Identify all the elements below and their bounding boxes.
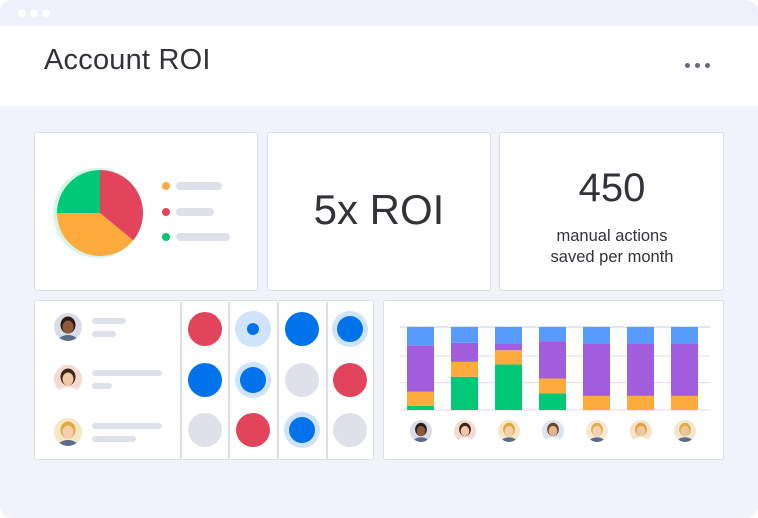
more-options-icon[interactable]	[685, 59, 710, 72]
bar-category-avatar	[629, 420, 652, 442]
bar-segment[interactable]	[671, 395, 698, 410]
legend-item	[162, 233, 230, 241]
actions-saved-value: 450	[578, 166, 646, 210]
bar-segment[interactable]	[583, 343, 610, 396]
bar-segment[interactable]	[627, 343, 654, 396]
bar-segment[interactable]	[407, 345, 434, 392]
status-dot-inner	[289, 417, 315, 443]
status-circle[interactable]	[188, 363, 222, 397]
page-title: Account ROI	[44, 44, 211, 76]
bar-category-avatar	[497, 420, 520, 442]
bar-segment[interactable]	[495, 327, 522, 344]
column-divider	[277, 302, 279, 459]
bar-segment[interactable]	[539, 327, 566, 342]
legend-placeholder-bar	[176, 182, 222, 190]
status-circle[interactable]	[235, 311, 271, 347]
bar-segment[interactable]	[583, 327, 610, 344]
name-placeholder-bar	[92, 318, 126, 324]
avatar[interactable]	[54, 418, 82, 446]
bar-category-avatar	[453, 420, 476, 442]
role-placeholder-bar	[92, 331, 116, 337]
bar-category-avatar	[585, 420, 608, 442]
bar-segment[interactable]	[495, 343, 522, 351]
legend-placeholder-bar	[176, 233, 230, 241]
status-dot-inner	[240, 367, 266, 393]
status-dot-inner	[337, 316, 363, 342]
bar-segment[interactable]	[583, 395, 610, 410]
bar-segment[interactable]	[539, 393, 566, 410]
bar-category-avatar	[673, 420, 696, 442]
bar-segment[interactable]	[451, 361, 478, 377]
status-circle[interactable]	[333, 363, 367, 397]
actions-saved-widget[interactable]	[499, 132, 724, 291]
status-circle[interactable]	[332, 311, 368, 347]
status-circle[interactable]	[285, 363, 319, 397]
bar-segment[interactable]	[627, 327, 654, 344]
bar-segment[interactable]	[451, 342, 478, 362]
window-titlebar	[0, 0, 758, 26]
status-circle[interactable]	[188, 413, 222, 447]
status-dot-inner	[247, 323, 259, 335]
status-circle[interactable]	[188, 312, 222, 346]
status-circle[interactable]	[285, 312, 319, 346]
legend-placeholder-bar	[176, 208, 214, 216]
dashboard-header: Account ROI	[0, 26, 758, 106]
roi-value: 5x ROI	[313, 186, 445, 233]
status-circle[interactable]	[236, 413, 270, 447]
legend-dot-icon	[162, 182, 170, 190]
role-placeholder-bar	[92, 436, 136, 442]
stacked-bar-chart	[400, 326, 710, 411]
legend-item	[162, 182, 222, 190]
bar-category-avatar	[409, 420, 432, 442]
bar-segment[interactable]	[407, 327, 434, 346]
pie-slice[interactable]	[57, 170, 100, 213]
window-dot-icon	[30, 9, 38, 17]
bar-segment[interactable]	[495, 350, 522, 365]
avatar[interactable]	[54, 365, 82, 393]
column-divider	[180, 302, 182, 459]
status-circle[interactable]	[284, 412, 320, 448]
roi-widget[interactable]	[267, 132, 491, 291]
status-circle[interactable]	[235, 362, 271, 398]
legend-item	[162, 208, 214, 216]
column-divider	[326, 302, 328, 459]
column-divider	[228, 302, 230, 459]
bar-segment[interactable]	[495, 364, 522, 410]
window-dot-icon	[42, 9, 50, 17]
name-placeholder-bar	[92, 423, 162, 429]
legend-dot-icon	[162, 208, 170, 216]
actions-saved-caption: manual actions saved per month	[550, 227, 674, 266]
bar-segment[interactable]	[407, 405, 434, 410]
pie-slice[interactable]	[57, 213, 134, 256]
avatar[interactable]	[54, 313, 82, 341]
bar-category-avatar	[541, 420, 564, 442]
role-placeholder-bar	[92, 383, 112, 389]
bar-segment[interactable]	[539, 378, 566, 394]
pie-chart	[53, 168, 143, 258]
bar-segment[interactable]	[407, 391, 434, 406]
bar-segment[interactable]	[627, 395, 654, 410]
bar-segment[interactable]	[451, 327, 478, 343]
bar-segment[interactable]	[539, 341, 566, 379]
legend-dot-icon	[162, 233, 170, 241]
window-dot-icon	[18, 9, 26, 17]
name-placeholder-bar	[92, 370, 162, 376]
status-circle[interactable]	[333, 413, 367, 447]
pie-slice[interactable]	[100, 170, 143, 241]
bar-segment[interactable]	[671, 343, 698, 396]
bar-segment[interactable]	[671, 327, 698, 344]
bar-segment[interactable]	[451, 376, 478, 410]
